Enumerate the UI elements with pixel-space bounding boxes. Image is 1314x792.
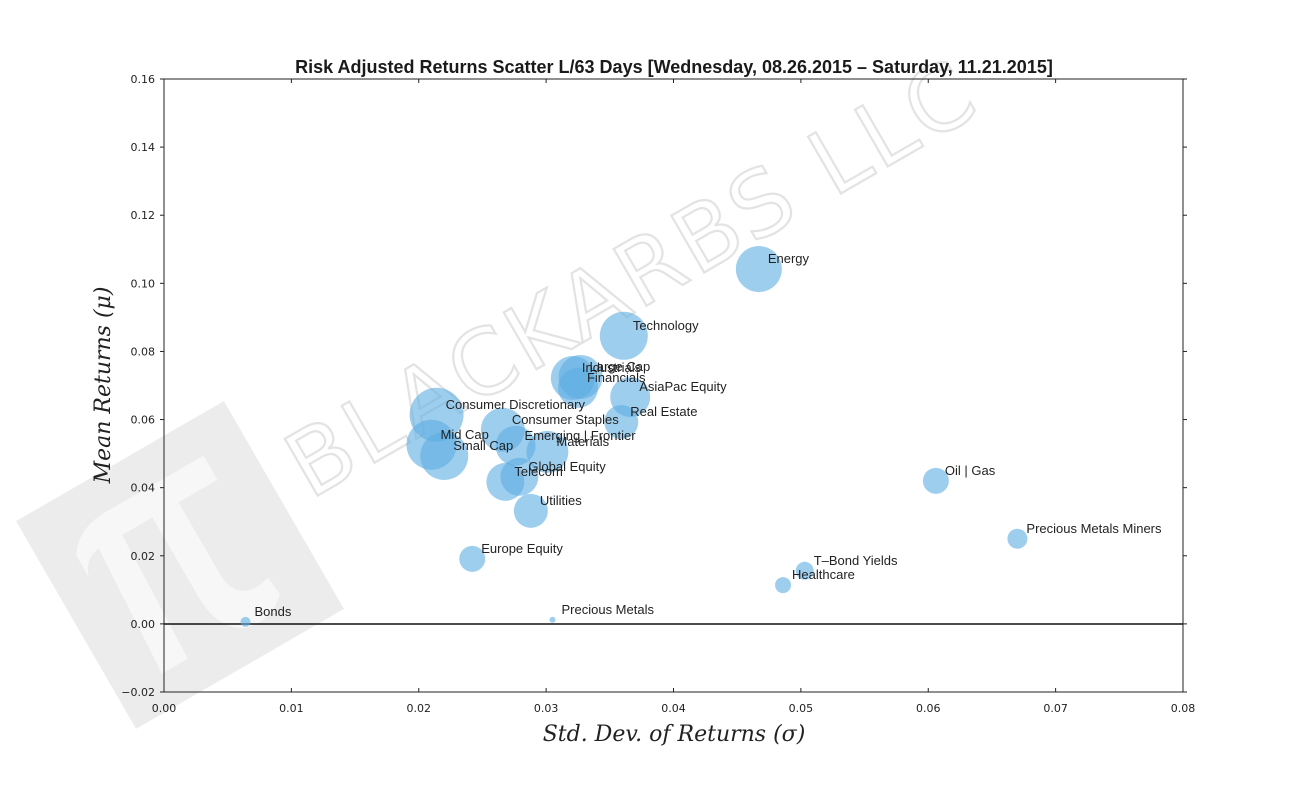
point-label: Mid Cap	[440, 427, 488, 442]
point-label: Oil | Gas	[945, 463, 996, 478]
x-tick-label: 0.06	[916, 702, 941, 715]
chart-title: Risk Adjusted Returns Scatter L/63 Days …	[295, 57, 1053, 77]
point-label: Real Estate	[630, 404, 697, 419]
scatter-point	[775, 577, 792, 594]
point-label: Utilities	[540, 493, 582, 508]
point-label: Materials	[556, 434, 609, 449]
x-tick-label: 0.05	[789, 702, 814, 715]
y-axis-label: Mean Returns (μ)	[91, 287, 116, 485]
company-watermark: BLACKARBS LLC	[269, 38, 996, 519]
point-label: Bonds	[255, 604, 292, 619]
x-tick-label: 0.04	[661, 702, 686, 715]
point-label: Emerging | Frontier	[525, 428, 637, 443]
data-points	[240, 246, 1028, 627]
scatter-point	[557, 367, 598, 408]
y-tick-label: −0.02	[121, 686, 155, 699]
y-tick-label: 0.14	[131, 141, 156, 154]
scatter-point	[526, 430, 569, 473]
point-label: Consumer Staples	[512, 412, 619, 427]
scatter-point	[549, 616, 556, 623]
y-tick-label: 0.12	[131, 209, 156, 222]
point-label: Telecom	[514, 464, 562, 479]
scatter-point	[513, 493, 548, 528]
pi-logo-watermark	[16, 401, 344, 729]
point-label: Europe Equity	[481, 541, 563, 556]
y-tick-label: 0.08	[131, 345, 156, 358]
point-label: Small Cap	[453, 438, 513, 453]
y-tick-label: 0.04	[131, 482, 156, 495]
y-tick-label: 0.00	[131, 618, 156, 631]
scatter-point	[495, 425, 536, 466]
x-tick-label: 0.08	[1171, 702, 1196, 715]
point-label: Energy	[768, 251, 810, 266]
point-label: Large Cap	[590, 359, 651, 374]
scatter-point	[604, 404, 639, 439]
scatter-point	[795, 561, 814, 580]
scatter-point	[486, 462, 525, 501]
point-label: Industrials	[582, 360, 642, 375]
point-label: Financials	[587, 370, 646, 385]
x-axis-label: Std. Dev. of Returns (σ)	[543, 722, 806, 747]
x-tick-label: 0.03	[534, 702, 559, 715]
y-tick-label: 0.06	[131, 414, 156, 427]
scatter-point	[240, 616, 251, 627]
y-tick-label: 0.10	[131, 277, 156, 290]
x-tick-label: 0.00	[152, 702, 177, 715]
x-tick-label: 0.02	[407, 702, 432, 715]
y-tick-label: 0.16	[131, 73, 156, 86]
point-label: Technology	[633, 318, 699, 333]
point-labels: Bonds Precious Metals Europe Equity Healthc…	[255, 251, 1162, 619]
point-label: Healthcare	[792, 567, 855, 582]
scatter-point	[599, 311, 648, 360]
axis-ticks: 0.00 0.01 0.02 0.03 0.04 0.05 0.06 0.07 0.08 −0.0…	[121, 73, 1195, 715]
scatter-point	[922, 467, 949, 494]
scatter-point	[735, 246, 782, 293]
point-label: Consumer Discretionary	[446, 397, 586, 412]
point-label: T–Bond Yields	[814, 553, 898, 568]
y-tick-label: 0.02	[131, 550, 156, 563]
x-tick-label: 0.01	[279, 702, 304, 715]
scatter-point	[1007, 528, 1028, 549]
point-label: Precious Metals	[561, 602, 654, 617]
scatter-point	[420, 431, 469, 480]
point-label: Global Equity	[528, 459, 606, 474]
point-label: Precious Metals Miners	[1026, 521, 1162, 536]
scatter-point	[459, 545, 486, 572]
point-label: AsiaPac Equity	[639, 379, 727, 394]
x-tick-label: 0.07	[1043, 702, 1068, 715]
